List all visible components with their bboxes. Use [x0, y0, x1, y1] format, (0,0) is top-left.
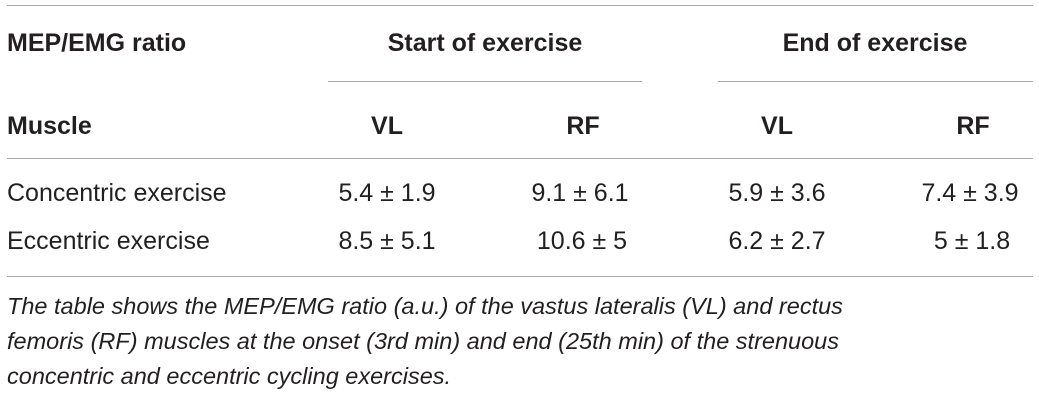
row-header-label: Muscle [7, 112, 92, 140]
footnote-line: femoris (RF) muscles at the onset (3rd m… [7, 328, 839, 354]
group-header-end: End of exercise [782, 29, 968, 57]
column-header: VL [761, 112, 793, 140]
table-cell: 5.4 ± 1.9 [338, 179, 436, 207]
header-bottom-rule [7, 158, 1033, 159]
footnote-line: The table shows the MEP/EMG ratio (a.u.)… [7, 293, 843, 319]
column-header: RF [956, 112, 990, 140]
row-label: Concentric exercise [7, 179, 227, 207]
table-footnote: The table shows the MEP/EMG ratio (a.u.)… [7, 289, 1033, 394]
table-cell: 5.9 ± 3.6 [728, 179, 826, 207]
top-rule [7, 5, 1033, 6]
table-cell: 6.2 ± 2.7 [728, 227, 826, 255]
table-cell: 10.6 ± 5 [536, 227, 628, 255]
footnote-line: concentric and eccentric cycling exercis… [7, 363, 452, 389]
start-group-underline [328, 81, 642, 82]
table-top-left-header: MEP/EMG ratio [7, 29, 187, 57]
table-cell: 8.5 ± 5.1 [338, 227, 436, 255]
column-header: RF [566, 112, 600, 140]
column-header: VL [371, 112, 403, 140]
table-cell: 7.4 ± 3.9 [921, 179, 1019, 207]
table-cell: 5 ± 1.8 [933, 227, 1011, 255]
row-label: Eccentric exercise [7, 227, 210, 255]
table-cell: 9.1 ± 6.1 [531, 179, 629, 207]
table-bottom-rule [7, 276, 1033, 277]
end-group-underline [718, 81, 1033, 82]
group-header-start: Start of exercise [387, 29, 583, 57]
